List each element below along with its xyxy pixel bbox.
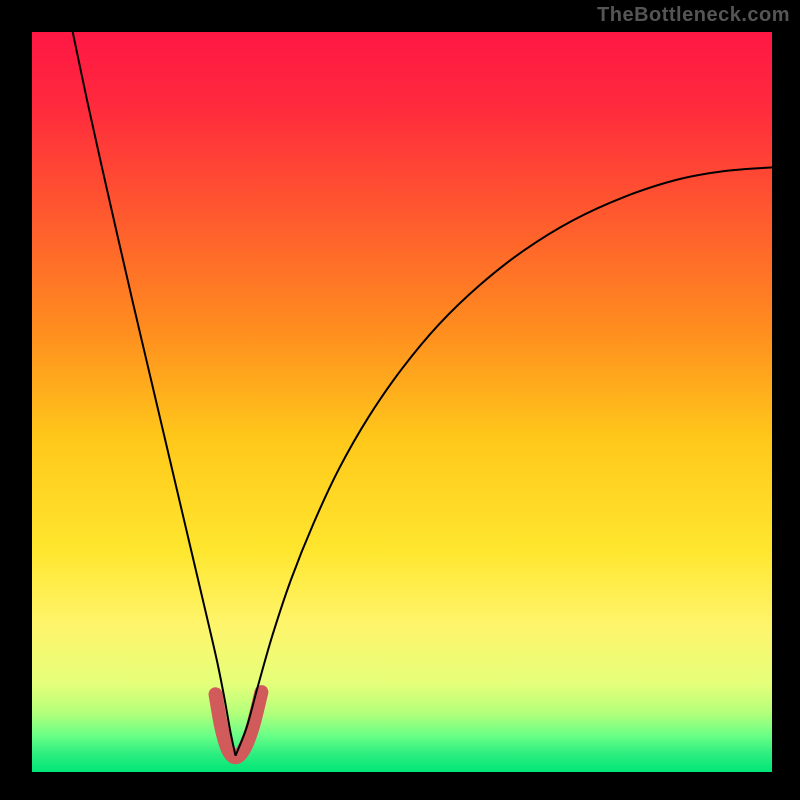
chart-frame: TheBottleneck.com [0,0,800,800]
plot-area [32,32,772,772]
watermark-text: TheBottleneck.com [597,4,790,27]
gradient-background [32,32,772,772]
bottleneck-curve-chart [32,32,772,772]
